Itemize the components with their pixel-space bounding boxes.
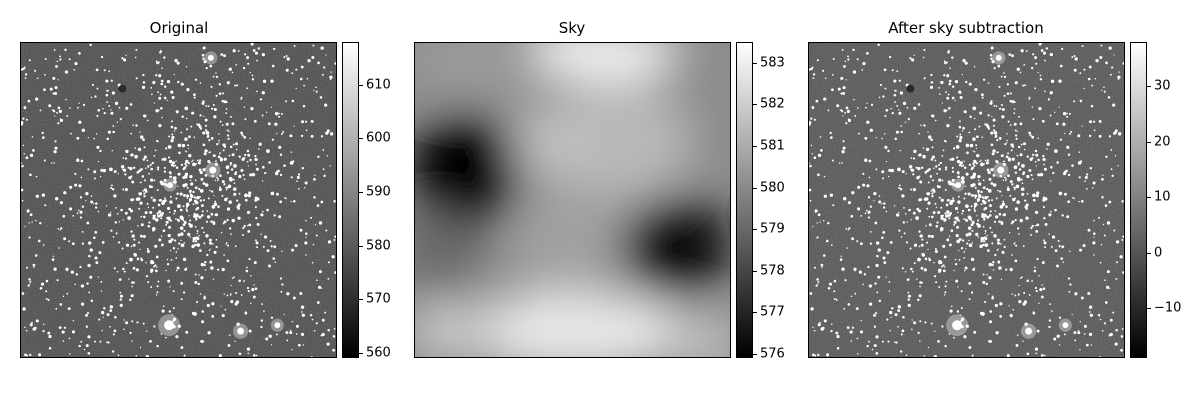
colorbar-tick-label: 570 — [366, 291, 391, 307]
colorbar-tick — [753, 104, 757, 105]
sky-image — [414, 42, 731, 358]
panel-title: After sky subtraction — [888, 19, 1044, 37]
colorbar-tick — [1147, 253, 1151, 254]
subtracted-image-canvas — [809, 43, 1124, 357]
colorbar-tick-label: 581 — [760, 138, 785, 154]
colorbar-tick — [359, 192, 363, 193]
colorbar-tick-label: 590 — [366, 184, 391, 200]
colorbar-tick-label: 580 — [366, 238, 391, 254]
original-colorbar — [342, 42, 359, 358]
colorbar-tick-label: 30 — [1154, 78, 1171, 94]
sky-colorbar — [736, 42, 753, 358]
colorbar-tick-label: 582 — [760, 96, 785, 112]
colorbar-tick-label: 577 — [760, 304, 785, 320]
colorbar-tick — [753, 312, 757, 313]
colorbar-tick-label: 576 — [760, 346, 785, 362]
panel-title: Sky — [558, 19, 586, 37]
colorbar-tick — [753, 271, 757, 272]
colorbar-tick-label: 578 — [760, 263, 785, 279]
original-image-canvas — [21, 43, 336, 357]
colorbar-tick — [753, 146, 757, 147]
colorbar-tick-label: 10 — [1154, 189, 1171, 205]
panel-title: Original — [149, 19, 209, 37]
colorbar-tick-label: −10 — [1154, 300, 1182, 316]
colorbar-tick — [1147, 142, 1151, 143]
colorbar-tick — [359, 85, 363, 86]
colorbar-tick — [1147, 197, 1151, 198]
sky-image-canvas — [415, 43, 730, 357]
colorbar-tick-label: 0 — [1154, 245, 1163, 261]
subtracted-colorbar — [1130, 42, 1147, 358]
colorbar-tick-label: 583 — [760, 55, 785, 71]
colorbar-tick-label: 579 — [760, 221, 785, 237]
colorbar-tick — [359, 299, 363, 300]
colorbar-tick — [753, 229, 757, 230]
colorbar-tick-label: 600 — [366, 130, 391, 146]
colorbar-tick — [753, 354, 757, 355]
colorbar-tick — [359, 138, 363, 139]
colorbar-tick — [359, 246, 363, 247]
colorbar-tick-label: 610 — [366, 77, 391, 93]
colorbar-tick-label: 560 — [366, 345, 391, 361]
subtracted-image — [808, 42, 1125, 358]
colorbar-tick-label: 20 — [1154, 134, 1171, 150]
original-image — [20, 42, 337, 358]
colorbar-tick-label: 580 — [760, 180, 785, 196]
colorbar-tick — [753, 188, 757, 189]
colorbar-tick — [753, 63, 757, 64]
colorbar-tick — [1147, 86, 1151, 87]
colorbar-tick — [359, 353, 363, 354]
colorbar-tick — [1147, 308, 1151, 309]
